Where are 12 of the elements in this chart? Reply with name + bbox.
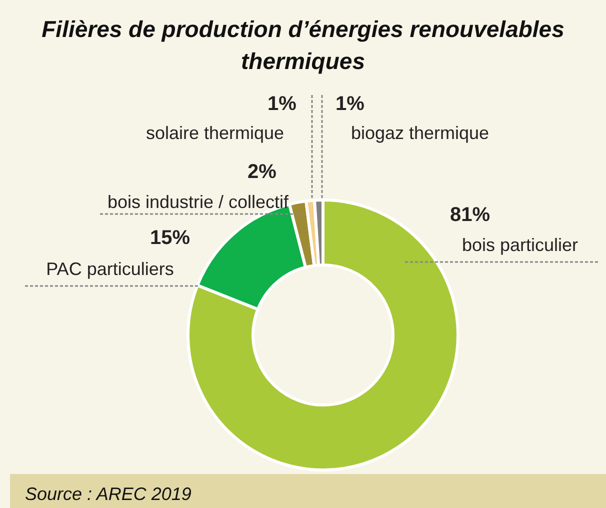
- slice-label: PAC particuliers: [46, 259, 174, 279]
- data-label: 15%: [150, 227, 190, 249]
- chart-title: Filières de production d’énergies renouvelables thermiques: [42, 16, 564, 74]
- data-label: 1%: [336, 93, 365, 115]
- slice-label: biogaz thermique: [350, 123, 490, 143]
- source-note: Source : AREC 2019: [25, 484, 192, 504]
- slice-label: bois industrie / collectif: [107, 192, 290, 212]
- slice-label: bois particulier: [462, 235, 578, 255]
- data-label: 81%: [450, 204, 490, 226]
- slice-label: solaire thermique: [146, 123, 284, 143]
- data-label: 1%: [268, 93, 297, 115]
- data-label: 2%: [248, 161, 277, 183]
